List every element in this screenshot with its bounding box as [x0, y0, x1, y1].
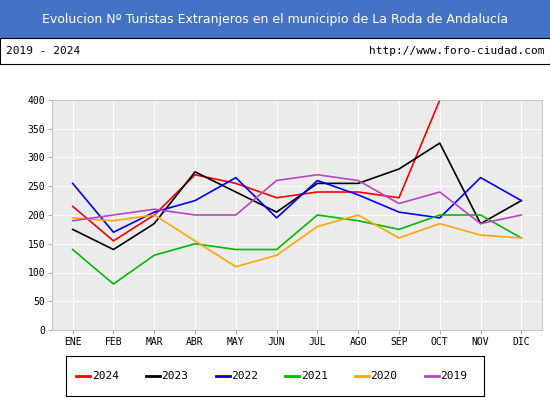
- Text: 2019 - 2024: 2019 - 2024: [6, 46, 80, 56]
- Text: 2021: 2021: [301, 371, 328, 381]
- Text: 2022: 2022: [231, 371, 258, 381]
- Text: 2024: 2024: [92, 371, 119, 381]
- Text: http://www.foro-ciudad.com: http://www.foro-ciudad.com: [369, 46, 544, 56]
- Text: 2023: 2023: [162, 371, 189, 381]
- Text: 2019: 2019: [440, 371, 467, 381]
- Text: 2020: 2020: [371, 371, 398, 381]
- Text: Evolucion Nº Turistas Extranjeros en el municipio de La Roda de Andalucía: Evolucion Nº Turistas Extranjeros en el …: [42, 12, 508, 26]
